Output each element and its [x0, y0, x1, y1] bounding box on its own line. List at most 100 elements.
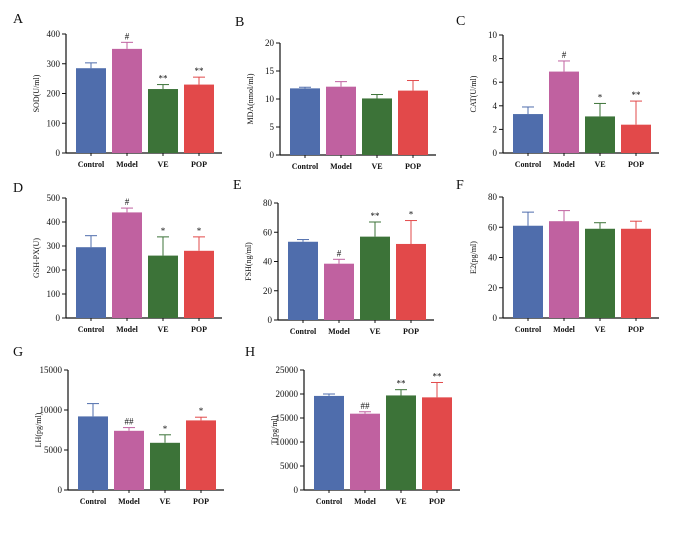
panel-letter: D [13, 181, 23, 196]
y-tick-label: 0 [56, 313, 61, 323]
panel-B: B 0 5 10 15 20 MDA(nmol/ml) Control Model VE POP [235, 15, 436, 171]
bar [549, 221, 579, 318]
bar [112, 212, 142, 318]
significance-label: ** [159, 74, 169, 84]
y-tick-label: 40 [263, 257, 273, 267]
bar [350, 413, 380, 490]
y-tick-label: 25000 [276, 365, 299, 375]
y-tick-label: 200 [47, 89, 61, 99]
significance-label: ** [397, 379, 407, 389]
panel-letter: G [13, 345, 23, 360]
y-tick-label: 0 [56, 148, 61, 158]
y-axis-label: MDA(nmol/ml) [246, 73, 255, 124]
bar [326, 86, 356, 155]
y-tick-label: 300 [47, 241, 61, 251]
bar [513, 225, 543, 318]
bar [314, 395, 344, 490]
significance-label: ## [361, 401, 371, 411]
panel-A: A 0 100 200 300 400 SOD(U/ml) Control # Model ** VE… [13, 12, 222, 169]
bar [549, 71, 579, 153]
category-label: VE [159, 497, 170, 506]
bar [150, 442, 180, 490]
bar [288, 241, 318, 320]
bar [184, 84, 214, 153]
bar [112, 48, 142, 153]
category-label: VE [371, 162, 382, 171]
y-tick-label: 200 [47, 265, 61, 275]
panel-letter: H [245, 345, 255, 360]
y-axis-label: LH(pg/ml) [34, 412, 43, 447]
y-axis-label: T(pg/ml) [270, 415, 279, 444]
category-label: POP [191, 325, 207, 334]
bar [184, 250, 214, 318]
y-tick-label: 15000 [276, 413, 299, 423]
y-tick-label: 15 [265, 66, 275, 76]
bar [114, 430, 144, 490]
panel-C: C 0 2 4 6 8 10 CAT(U/ml) Control # Model * VE ** POP [456, 14, 659, 169]
category-label: Model [330, 162, 353, 171]
panel-letter: B [235, 15, 244, 30]
y-tick-label: 10 [488, 30, 498, 40]
category-label: Control [78, 160, 105, 169]
y-tick-label: 500 [47, 193, 61, 203]
bar [78, 416, 108, 490]
significance-label: * [598, 92, 603, 102]
significance-label: * [197, 226, 202, 236]
y-tick-label: 60 [263, 227, 273, 237]
category-label: VE [594, 160, 605, 169]
y-tick-label: 0 [268, 315, 273, 325]
category-label: Model [553, 325, 576, 334]
category-label: POP [405, 162, 421, 171]
category-label: VE [395, 497, 406, 506]
bar [362, 98, 392, 155]
significance-label: ** [195, 66, 205, 76]
significance-label: # [125, 197, 130, 207]
significance-label: ** [433, 371, 443, 381]
y-tick-label: 20 [263, 286, 273, 296]
category-label: Control [292, 162, 319, 171]
category-label: VE [594, 325, 605, 334]
category-label: POP [628, 160, 644, 169]
significance-label: * [161, 226, 166, 236]
panel-letter: E [233, 178, 242, 193]
panel-H: H 0 5000 10000 15000 20000 25000 T(pg/ml) Contro… [245, 345, 460, 506]
y-tick-label: 0 [270, 150, 275, 160]
bar [76, 247, 106, 318]
y-tick-label: 400 [47, 217, 61, 227]
y-tick-label: 10000 [276, 437, 299, 447]
significance-label: # [125, 31, 130, 41]
y-tick-label: 15000 [40, 365, 63, 375]
category-label: POP [628, 325, 644, 334]
bar [76, 68, 106, 153]
category-label: POP [403, 327, 419, 336]
bar [422, 397, 452, 490]
category-label: Control [78, 325, 105, 334]
y-axis-label: CAT(U/ml) [469, 75, 478, 112]
category-label: Control [80, 497, 107, 506]
bar [148, 89, 178, 153]
panel-letter: F [456, 178, 464, 193]
category-label: Model [328, 327, 351, 336]
significance-label: # [562, 50, 567, 60]
category-label: Model [118, 497, 141, 506]
y-tick-label: 10000 [40, 405, 63, 415]
y-tick-label: 5 [270, 122, 275, 132]
y-axis-label: E2(pg/ml) [469, 241, 478, 274]
bar [324, 263, 354, 320]
category-label: Control [290, 327, 317, 336]
significance-label: ** [632, 90, 642, 100]
significance-label: # [337, 248, 342, 258]
category-label: Model [116, 160, 139, 169]
bar [585, 228, 615, 318]
significance-label: ** [371, 211, 381, 221]
y-tick-label: 4 [493, 101, 498, 111]
y-tick-label: 80 [488, 192, 498, 202]
y-tick-label: 400 [47, 29, 61, 39]
y-axis-label: GSH-PX(U) [32, 238, 41, 278]
y-tick-label: 0 [294, 485, 299, 495]
y-tick-label: 0 [493, 313, 498, 323]
bar [585, 116, 615, 153]
category-label: VE [157, 160, 168, 169]
panel-F: F 0 20 40 60 80 E2(pg/ml) Control Model VE POP [456, 178, 659, 334]
y-axis-label: FSH(ng/ml) [244, 242, 253, 281]
